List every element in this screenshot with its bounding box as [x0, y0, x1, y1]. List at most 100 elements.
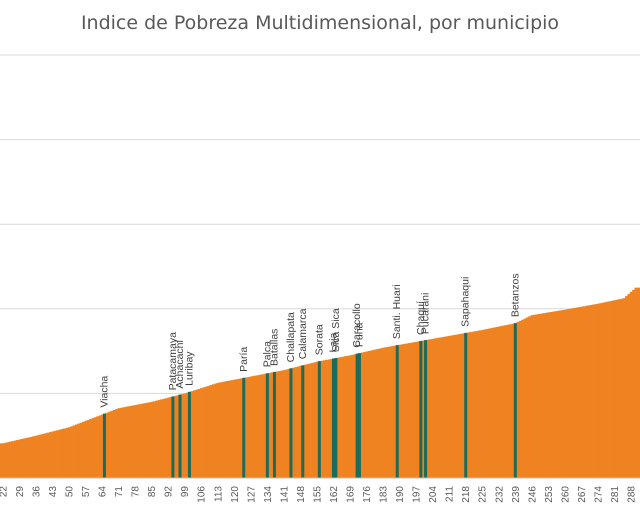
bar — [570, 308, 574, 478]
bar — [115, 409, 118, 478]
bar — [195, 389, 199, 478]
highlight-bar — [424, 340, 428, 478]
x-tick-label: 22 — [0, 486, 9, 498]
bar — [270, 372, 274, 478]
bar — [426, 339, 430, 478]
bar — [327, 359, 331, 478]
bar — [459, 333, 463, 478]
bar — [523, 318, 527, 478]
bar — [244, 377, 248, 478]
bar — [478, 330, 482, 478]
bar — [339, 357, 343, 478]
municipality-label: Santi. Huari — [391, 284, 403, 339]
bar — [391, 346, 395, 478]
bar — [596, 303, 600, 478]
bar — [528, 316, 532, 478]
bar — [329, 358, 333, 478]
bar — [138, 404, 142, 478]
bar — [174, 395, 177, 478]
municipality-label: Laja — [327, 332, 339, 352]
bar — [65, 427, 69, 478]
x-tick-label: 43 — [48, 486, 59, 498]
bar — [51, 431, 55, 478]
municipality-label: Calamarca — [297, 308, 309, 359]
bar — [429, 339, 432, 478]
x-tick-label: 99 — [180, 486, 191, 498]
bar — [452, 335, 456, 478]
bar — [159, 399, 163, 478]
bar — [455, 334, 458, 478]
bar — [610, 300, 614, 478]
bar — [601, 302, 605, 478]
bar — [39, 434, 43, 478]
bar — [450, 335, 454, 478]
municipality-label: Palca — [261, 341, 273, 367]
bar — [282, 370, 286, 478]
bar — [256, 375, 260, 478]
municipality-label: Puna — [353, 322, 365, 347]
bar — [518, 320, 522, 478]
bar — [473, 331, 477, 478]
bar — [337, 357, 340, 478]
bar — [183, 393, 187, 478]
bar — [448, 335, 451, 478]
bar — [181, 394, 184, 478]
bar — [438, 337, 442, 478]
highlight-bar — [265, 373, 269, 478]
bar — [249, 376, 253, 478]
highlight-bar — [301, 365, 305, 478]
bar — [577, 307, 581, 478]
bar — [372, 349, 376, 478]
bar — [25, 437, 29, 478]
bar — [632, 289, 635, 478]
bar — [620, 298, 624, 478]
bar — [169, 397, 173, 478]
bar — [594, 304, 598, 478]
bar — [218, 382, 222, 478]
highlight-bar — [331, 358, 335, 478]
bar — [96, 416, 99, 478]
bar — [105, 412, 109, 478]
x-tick-label: 267 — [577, 486, 588, 503]
bar — [407, 343, 411, 478]
bar — [46, 432, 50, 478]
bar — [155, 400, 158, 478]
bar — [122, 407, 125, 478]
municipality-label: Patacamaya — [167, 332, 179, 391]
bar — [563, 309, 567, 478]
bar — [320, 360, 324, 478]
bar — [190, 391, 194, 478]
municipality-label: Pucarani — [420, 293, 432, 334]
bar — [315, 361, 319, 478]
bar — [133, 405, 137, 478]
bar — [618, 299, 621, 478]
municipality-label: Paría — [238, 347, 250, 372]
bar — [148, 402, 151, 478]
municipality-label: Viacha — [98, 376, 110, 408]
bar — [89, 419, 92, 478]
highlight-bar — [289, 368, 293, 478]
bar — [377, 348, 380, 478]
bar — [615, 299, 619, 478]
bar — [233, 379, 236, 478]
highlight-bar — [395, 345, 399, 478]
bar — [259, 374, 262, 478]
bar — [275, 371, 279, 478]
highlight-bar — [272, 371, 276, 478]
bar — [554, 311, 558, 478]
bar — [466, 332, 470, 478]
x-tick-label: 127 — [246, 486, 257, 503]
bar — [417, 341, 421, 478]
bar — [422, 340, 425, 478]
municipality-label: Sapahaqui — [460, 277, 472, 327]
highlight-bar — [317, 361, 321, 478]
bar — [37, 435, 40, 478]
x-tick-label: 232 — [494, 486, 505, 503]
bar — [412, 342, 416, 478]
municipality-label: Sica Sica — [330, 308, 342, 352]
x-tick-label: 274 — [593, 486, 604, 503]
bar — [263, 373, 267, 478]
bar — [204, 386, 208, 478]
